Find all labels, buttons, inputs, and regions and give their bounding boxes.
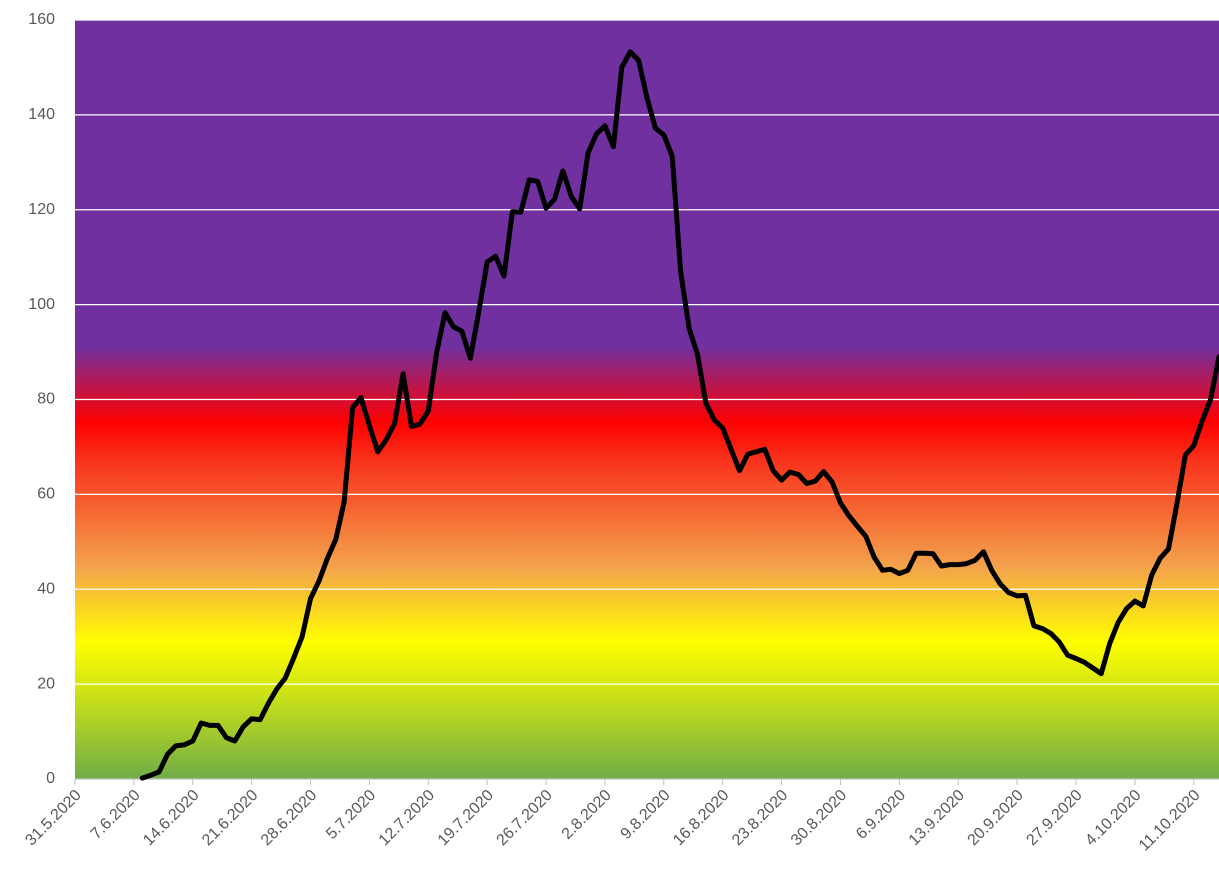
x-tick-label: 28.6.2020 — [258, 787, 320, 849]
x-tick-label: 11.10.2020 — [1136, 787, 1204, 855]
data-line — [139, 49, 1219, 781]
x-tick-label: 4.10.2020 — [1082, 787, 1144, 849]
x-tick-label: 16.8.2020 — [670, 787, 732, 849]
x-tick-label: 21.6.2020 — [199, 787, 261, 849]
y-tick-label: 0 — [46, 770, 55, 787]
x-tick-label: 23.8.2020 — [729, 787, 791, 849]
x-tick-label: 19.7.2020 — [435, 787, 497, 849]
x-tick-label: 26.7.2020 — [494, 787, 556, 849]
y-tick-label: 80 — [37, 391, 55, 408]
x-tick-label: 13.9.2020 — [906, 787, 968, 849]
x-tick-label: 6.9.2020 — [853, 787, 909, 843]
y-tick-label: 100 — [28, 296, 55, 313]
x-tick-label: 9.8.2020 — [618, 787, 674, 843]
x-tick-label: 30.8.2020 — [788, 787, 850, 849]
y-tick-label: 40 — [37, 580, 55, 597]
x-tick-label: 14.6.2020 — [140, 787, 202, 849]
x-tick-label: 20.9.2020 — [965, 787, 1027, 849]
x-tick-label: 12.7.2020 — [376, 787, 438, 849]
x-tick-label: 7.6.2020 — [88, 787, 144, 843]
x-tick-label: 2.8.2020 — [559, 787, 615, 843]
x-tick-label: 5.7.2020 — [323, 787, 379, 843]
x-tick-label: 31.5.2020 — [22, 787, 84, 849]
y-tick-label: 120 — [28, 201, 55, 218]
y-tick-label: 60 — [37, 486, 55, 503]
x-tick-label: 27.9.2020 — [1023, 787, 1085, 849]
y-tick-label: 160 — [28, 11, 55, 28]
y-tick-label: 140 — [28, 106, 55, 123]
y-tick-label: 20 — [37, 675, 55, 692]
